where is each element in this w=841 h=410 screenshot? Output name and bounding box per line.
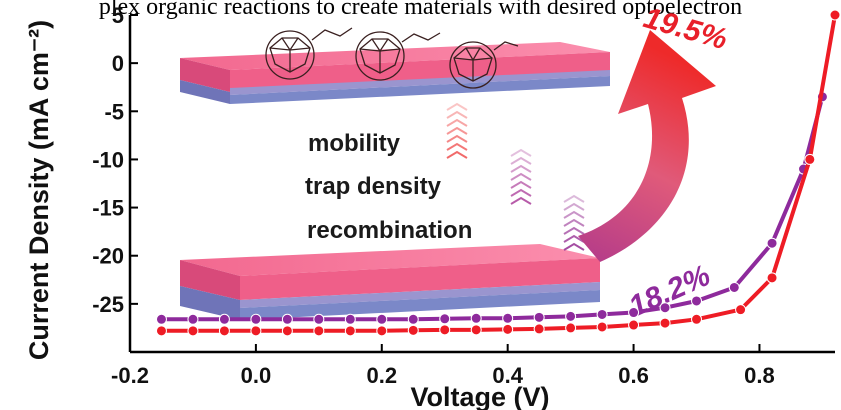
data-point [313, 325, 325, 337]
chevron-mark [510, 164, 532, 173]
y-tick-label: -10 [92, 147, 124, 172]
chevron-mark [510, 156, 532, 165]
bottom-film-illustration [180, 244, 600, 320]
chevron-mark [563, 202, 585, 211]
data-point [218, 325, 230, 337]
data-point [218, 313, 230, 325]
data-point [502, 312, 514, 324]
trap-density-label: trap density [305, 173, 442, 200]
data-point [313, 313, 325, 325]
chevron-mark [563, 226, 585, 235]
data-point [596, 308, 608, 320]
data-point [281, 325, 293, 337]
x-tick-label: -0.2 [111, 363, 149, 388]
chevron-mark [446, 134, 468, 143]
data-point [344, 313, 356, 325]
data-point [155, 313, 167, 325]
data-point [439, 313, 451, 325]
data-point [281, 313, 293, 325]
y-tick-label: 5 [112, 3, 124, 28]
top-film-illustration [180, 27, 610, 104]
chevron-mark [446, 126, 468, 135]
data-point [565, 310, 577, 322]
data-point [728, 281, 740, 293]
data-point [804, 153, 816, 165]
data-point [659, 302, 671, 314]
y-tick-label: -5 [104, 99, 124, 124]
chevron-mark [446, 142, 468, 151]
chevron-mark [510, 148, 532, 157]
data-point [155, 325, 167, 337]
data-point [533, 323, 545, 335]
y-tick-label: 0 [112, 51, 124, 76]
data-point [628, 319, 640, 331]
x-tick-label: 0.6 [618, 363, 649, 388]
chevron-mark [510, 188, 532, 197]
chevron-mark [446, 110, 468, 119]
series-line-0 [161, 96, 825, 322]
data-point [628, 307, 640, 319]
data-point [766, 272, 778, 284]
data-point [250, 313, 262, 325]
data-point [470, 312, 482, 324]
data-series [155, 9, 841, 337]
data-point [735, 304, 747, 316]
data-point [691, 295, 703, 307]
y-tick-label: -20 [92, 244, 124, 269]
data-point [691, 313, 703, 325]
x-tick-label: 0.8 [744, 363, 775, 388]
chevron-mark [563, 194, 585, 203]
chevron-mark [563, 234, 585, 243]
x-tick-label: 0.0 [241, 363, 272, 388]
chevron-mark [446, 102, 468, 111]
chevron-mark [510, 180, 532, 189]
chevron-mark [510, 196, 532, 205]
data-point [376, 313, 388, 325]
caption-text: plex organic reactions to create materia… [98, 0, 743, 20]
y-tick-label: -15 [92, 196, 124, 221]
chevron-mark [563, 242, 585, 251]
data-point [407, 313, 419, 325]
y-tick-label: -25 [92, 292, 124, 317]
data-point [187, 313, 199, 325]
data-point [596, 321, 608, 333]
data-point [439, 324, 451, 336]
axes-frame [128, 15, 835, 354]
chevron-mark [510, 172, 532, 181]
data-point [565, 322, 577, 334]
data-point [766, 237, 778, 249]
data-point [250, 325, 262, 337]
x-tick-label: 0.4 [492, 363, 523, 388]
data-point [502, 323, 514, 335]
data-point [829, 9, 841, 21]
chevron-mark [563, 218, 585, 227]
series-line-1 [161, 14, 837, 333]
curved-arrow-icon [578, 30, 716, 262]
data-point [344, 325, 356, 337]
chevron-mark [563, 210, 585, 219]
chevron-mark [446, 118, 468, 127]
mobility-label: mobility [308, 130, 401, 157]
data-point [470, 324, 482, 336]
data-point [533, 311, 545, 323]
data-point [376, 325, 388, 337]
data-point [187, 325, 199, 337]
fullerene-molecules [265, 27, 519, 89]
x-axis-title: Voltage (V) [410, 382, 549, 410]
axis-ticks: -0.2 0.0 0.2 0.4 0.6 0.8 5 0 -5 -10 -15 -20 -25 [92, 3, 775, 388]
chevron-mark [446, 150, 468, 159]
x-tick-label: 0.2 [366, 363, 397, 388]
data-point [407, 324, 419, 336]
chevron-arrows-icon [446, 102, 585, 251]
y-axis-title: Current Density (mA cm⁻²) [24, 20, 54, 360]
recombination-label: recombination [307, 217, 472, 244]
data-point [659, 317, 671, 329]
